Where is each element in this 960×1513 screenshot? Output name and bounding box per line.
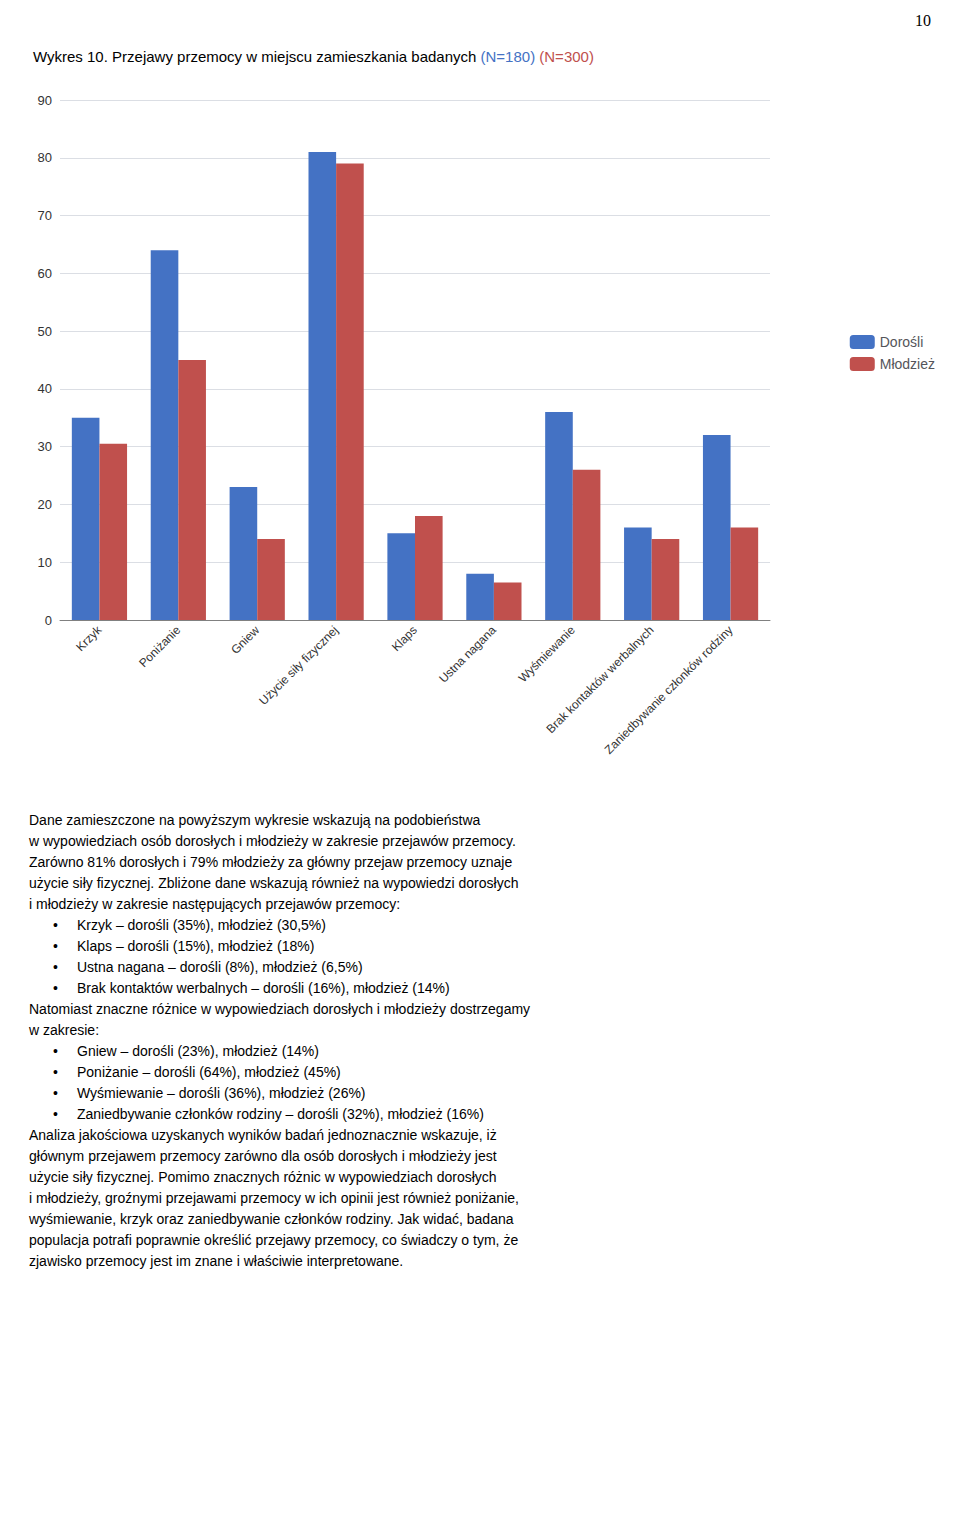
html-text:Dane zamieszczone na powyższym: Dane zamieszczone na powyższym wykresie … — [29, 812, 481, 828]
html-text:Brak kontaktów werbalnych – do: Brak kontaktów werbalnych – dorośli (16%… — [77, 980, 450, 996]
html-text:populacja potrafi poprawnie ok: populacja potrafi poprawnie określić prz… — [29, 1232, 519, 1248]
svg-text:Użycie siły fizycznej: Użycie siły fizycznej — [256, 623, 341, 708]
svg-text:90: 90 — [38, 93, 52, 108]
html-text:Gniew – dorośli (23%), młodzie: Gniew – dorośli (23%), młodzież (14%) — [77, 1043, 319, 1059]
html-text:Krzyk – dorośli (35%), młodzie: Krzyk – dorośli (35%), młodzież (30,5%) — [77, 917, 326, 933]
svg-text:Klaps: Klaps — [389, 623, 420, 654]
svg-text:30: 30 — [38, 439, 52, 454]
html-text:w wypowiedziach osób dorosłych: w wypowiedziach osób dorosłych i młodzie… — [29, 833, 516, 849]
svg-text:Wyśmiewanie: Wyśmiewanie — [516, 623, 578, 685]
html-text:Natomiast znaczne różnice w wy: Natomiast znaczne różnice w wypowiedziac… — [29, 1001, 531, 1017]
html-text:Wyśmiewanie – dorośli (36%), m: Wyśmiewanie – dorośli (36%), młodzież (2… — [77, 1085, 366, 1101]
html-text:Zarówno 81% dorosłych i 79% mł: Zarówno 81% dorosłych i 79% młodzieży za… — [29, 854, 513, 870]
svg-text:Poniżanie: Poniżanie — [136, 623, 183, 670]
svg-text:10: 10 — [38, 555, 52, 570]
svg-text:Młodzież: Młodzież — [880, 356, 935, 372]
svg-text:80: 80 — [38, 150, 52, 165]
svg-text:40: 40 — [38, 381, 52, 396]
html-text:i młodzieży, groźnymi przejawa: i młodzieży, groźnymi przejawami przemoc… — [29, 1190, 519, 1206]
html-text:Poniżanie – dorośli (64%), mło: Poniżanie – dorośli (64%), młodzież (45%… — [77, 1064, 341, 1080]
svg-text:Gniew: Gniew — [228, 623, 262, 657]
svg-text:Brak kontaktów werbalnych: Brak kontaktów werbalnych — [543, 623, 657, 737]
svg-text:70: 70 — [38, 208, 52, 223]
html-text:użycie siły fizycznej. Zbliżon: użycie siły fizycznej. Zbliżone dane wsk… — [29, 875, 519, 891]
html-text:głównym przejawem przemocy zar: głównym przejawem przemocy zarówno dla o… — [29, 1148, 497, 1164]
svg-text:(N=180): (N=180) — [481, 48, 536, 65]
html-text:10: 10 — [915, 12, 931, 29]
html-text:użycie siły fizycznej. Pomimo: użycie siły fizycznej. Pomimo znacznych … — [29, 1169, 497, 1185]
svg-text:20: 20 — [38, 497, 52, 512]
svg-text:Wykres 10. Przejawy przemocy w: Wykres 10. Przejawy przemocy w miejscu z… — [33, 48, 481, 65]
svg-text:(N=300): (N=300) — [539, 48, 594, 65]
html-text:Ustna nagana – dorośli (8%), m: Ustna nagana – dorośli (8%), młodzież (6… — [77, 959, 363, 975]
svg-text:50: 50 — [38, 324, 52, 339]
svg-text:Krzyk: Krzyk — [73, 622, 105, 654]
html-text:Zaniedbywanie członków rodziny: Zaniedbywanie członków rodziny – dorośli… — [77, 1106, 484, 1122]
html-text:w zakresie:: w zakresie: — [29, 1022, 99, 1038]
svg-text:Dorośli: Dorośli — [880, 334, 924, 350]
svg-text:Zaniedbywanie członków rodziny: Zaniedbywanie członków rodziny — [602, 623, 736, 757]
svg-text:60: 60 — [38, 266, 52, 281]
html-text:Klaps – dorośli (15%), młodzie: Klaps – dorośli (15%), młodzież (18%) — [77, 938, 315, 954]
html-text:wyśmiewanie, krzyk oraz zanied: wyśmiewanie, krzyk oraz zaniedbywanie cz… — [29, 1211, 514, 1227]
svg-text:Ustna nagana: Ustna nagana — [436, 623, 499, 686]
html-text:i młodzieży w zakresie następu: i młodzieży w zakresie następujących prz… — [29, 896, 401, 912]
html-text:Analiza jakościowa uzyskanych: Analiza jakościowa uzyskanych wyników ba… — [29, 1127, 497, 1143]
svg-text:0: 0 — [45, 613, 52, 628]
html-text:zjawisko przemocy jest im znan: zjawisko przemocy jest im znane i właści… — [29, 1253, 404, 1269]
